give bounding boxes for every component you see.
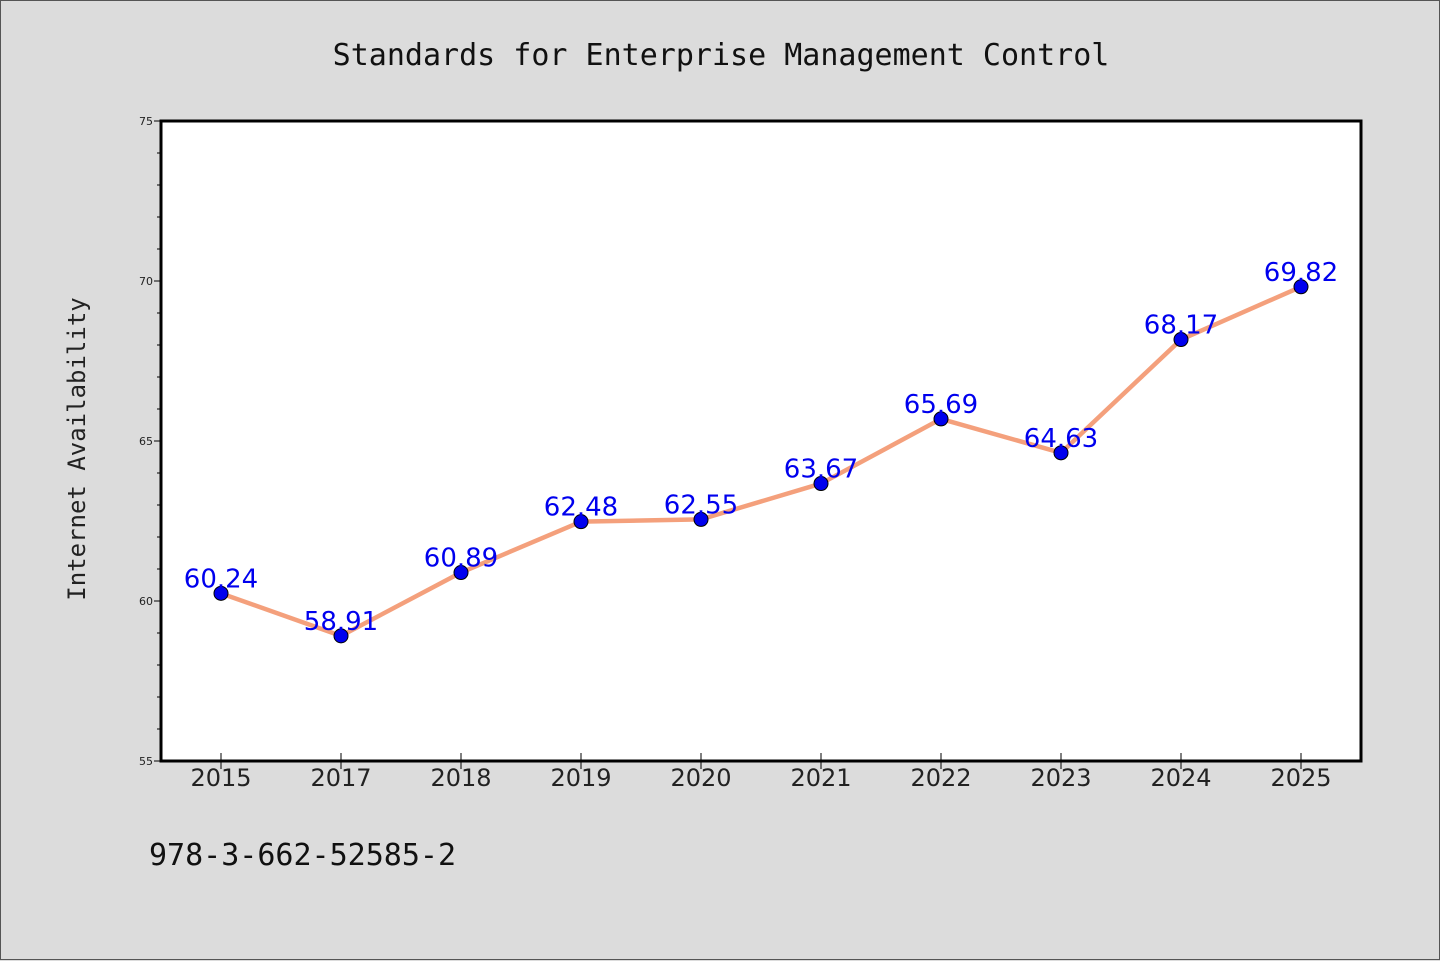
y-tick-label: 60 (139, 595, 153, 608)
data-label: 60.24 (184, 564, 258, 594)
plot-border (159, 119, 1363, 763)
series-line (218, 284, 1304, 639)
y-axis: 55 60 65 70 75 (139, 115, 161, 768)
x-tick-label: 2019 (550, 764, 611, 792)
data-label: 69.82 (1264, 258, 1338, 288)
x-tick-label: 2022 (910, 764, 971, 792)
data-point-2021 (813, 476, 829, 492)
x-tick-label: 2020 (670, 764, 731, 792)
data-label: 62.48 (544, 493, 618, 523)
x-tick-label: 2017 (310, 764, 371, 792)
marker-group (213, 279, 1309, 644)
data-point-2018 (453, 565, 469, 581)
y-tick-label: 55 (139, 755, 153, 768)
x-tick-label: 2024 (1150, 764, 1211, 792)
series-line-group (218, 284, 1304, 639)
isbn-footnote: 978-3-662-52585-2 (149, 838, 456, 873)
data-point-2023 (1053, 445, 1069, 461)
y-tick-label: 70 (139, 275, 153, 288)
x-tick-label: 2021 (790, 764, 851, 792)
data-point-2015 (213, 585, 229, 601)
data-point-2025 (1293, 279, 1309, 295)
data-label: 64.63 (1024, 424, 1098, 454)
x-tick-label: 2023 (1030, 764, 1091, 792)
x-tick-label: 2018 (430, 764, 491, 792)
data-label: 63.67 (784, 455, 858, 485)
x-tick-label: 2025 (1270, 764, 1331, 792)
data-point-2020 (693, 511, 709, 527)
y-axis-label: Internet Availability (63, 297, 91, 600)
data-point-2022 (933, 411, 949, 427)
x-axis: 2015 2017 2018 2019 2020 2021 2022 2023 2024 2025 (190, 753, 1332, 792)
data-label: 60.89 (424, 544, 498, 574)
data-point-2019 (573, 514, 589, 530)
y-tick-label: 65 (139, 435, 153, 448)
data-label: 58.91 (304, 607, 378, 637)
data-point-2017 (333, 628, 349, 644)
x-tick-label: 2015 (190, 764, 251, 792)
chart-title: Standards for Enterprise Management Cont… (333, 38, 1110, 73)
y-tick-label: 75 (139, 115, 153, 128)
data-label-group: 60.24 58.91 60.89 62.48 62.55 63.67 65.69 64.63… (184, 258, 1338, 637)
data-point-2024 (1173, 332, 1189, 348)
data-label: 68.17 (1144, 311, 1218, 341)
plot-area (161, 121, 1361, 761)
data-label: 62.55 (664, 490, 738, 520)
data-label: 65.69 (904, 390, 978, 420)
